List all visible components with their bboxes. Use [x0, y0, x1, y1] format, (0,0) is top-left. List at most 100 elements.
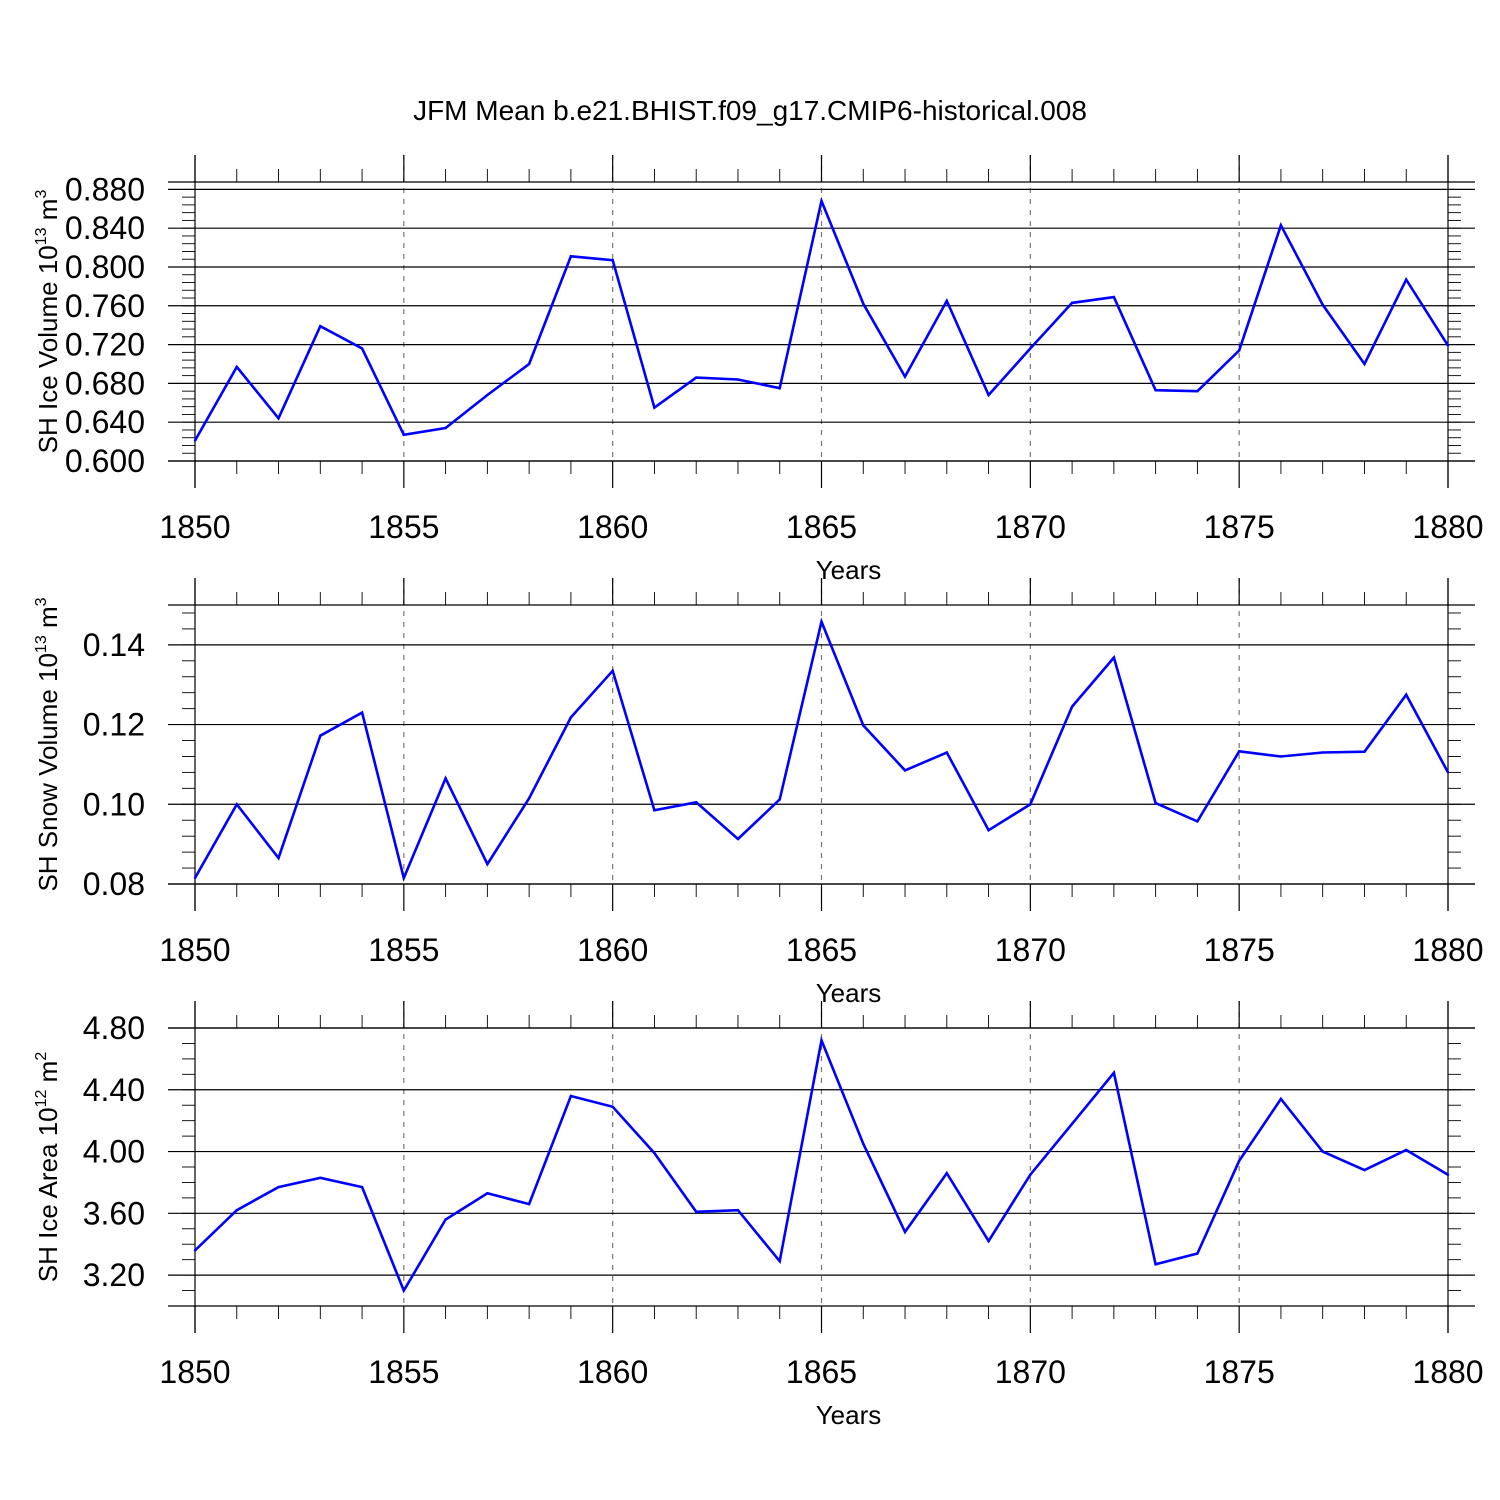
y-tick-label: 0.800	[65, 249, 145, 285]
data-point	[486, 862, 489, 866]
data-point	[1405, 1148, 1408, 1152]
data-point	[820, 620, 823, 623]
data-point	[695, 801, 698, 804]
x-axis-label: Years	[816, 555, 882, 585]
y-tick-label: 3.60	[83, 1195, 145, 1231]
data-point	[319, 1176, 322, 1180]
data-point	[1154, 1263, 1157, 1266]
data-point	[1237, 750, 1241, 753]
data-point	[1237, 1159, 1241, 1163]
data-point	[1070, 301, 1074, 305]
data-point	[945, 1171, 948, 1175]
data-point	[444, 426, 447, 430]
y-tick-label: 0.880	[65, 171, 145, 207]
data-point	[778, 387, 781, 390]
data-point	[736, 378, 740, 381]
data-point	[653, 1151, 656, 1155]
data-point	[277, 417, 280, 420]
y-tick-label: 4.80	[83, 1010, 145, 1046]
x-tick-label: 1880	[1412, 932, 1483, 968]
data-point	[1405, 693, 1408, 696]
x-tick-label: 1850	[159, 1354, 230, 1390]
data-point	[1363, 362, 1366, 366]
data-point	[1363, 750, 1366, 753]
data-point	[486, 393, 489, 397]
data-point	[1070, 1122, 1074, 1125]
data-point	[277, 1185, 280, 1189]
y-tick-label: 4.00	[83, 1134, 145, 1170]
x-axis-label: Years	[816, 978, 882, 1008]
y-tick-label: 0.720	[65, 327, 145, 363]
x-tick-label: 1865	[786, 932, 857, 968]
data-point	[653, 406, 656, 409]
series-line	[193, 617, 1450, 883]
data-point	[862, 1142, 865, 1146]
data-point	[444, 1218, 447, 1221]
data-point	[360, 1185, 364, 1189]
data-point	[1446, 344, 1450, 347]
data-point	[987, 393, 990, 397]
y-tick-label: 0.10	[83, 786, 145, 822]
data-point	[235, 803, 238, 806]
data-point	[360, 347, 364, 350]
x-tick-label: 1855	[368, 509, 439, 545]
y-tick-label: 0.08	[83, 866, 145, 902]
data-point	[319, 324, 322, 328]
x-tick-label: 1880	[1412, 1354, 1483, 1390]
y-tick-label: 0.640	[65, 404, 145, 440]
data-point	[820, 199, 823, 203]
x-tick-label: 1860	[577, 509, 648, 545]
data-point	[862, 724, 865, 727]
x-tick-label: 1875	[1204, 509, 1275, 545]
x-tick-label: 1860	[577, 1354, 648, 1390]
data-point	[820, 1039, 823, 1042]
y-axis-label: SH Ice Area 1012 m2	[33, 1052, 63, 1283]
x-tick-label: 1865	[786, 1354, 857, 1390]
x-tick-label: 1870	[995, 1354, 1066, 1390]
x-axis-label: Years	[816, 1400, 882, 1430]
data-point	[695, 1210, 698, 1213]
data-point	[235, 365, 238, 369]
y-tick-label: 0.680	[65, 365, 145, 401]
data-point	[1070, 705, 1074, 708]
data-point	[1196, 389, 1199, 393]
data-point	[486, 1192, 489, 1195]
data-point	[235, 1209, 238, 1212]
y-tick-label: 0.840	[65, 210, 145, 246]
data-point	[987, 1239, 990, 1243]
y-tick-label: 0.760	[65, 288, 145, 324]
data-point	[1196, 820, 1199, 823]
data-point	[945, 299, 948, 303]
data-point	[736, 1209, 740, 1212]
data-point	[778, 1260, 781, 1263]
data-point	[569, 1094, 573, 1098]
y-tick-label: 4.40	[83, 1072, 145, 1108]
data-point	[193, 1249, 197, 1252]
y-tick-label: 0.600	[65, 443, 145, 479]
data-point	[360, 711, 364, 714]
data-point	[1321, 751, 1324, 754]
data-point	[1154, 801, 1157, 805]
data-point	[1154, 388, 1157, 392]
chart-panel-2: 1850 1855 1860 1865 1870 1875 1880 0.08 0.10 0.12…	[33, 578, 1484, 1008]
data-point	[527, 1202, 531, 1206]
data-point	[862, 302, 865, 306]
data-point	[527, 797, 531, 800]
data-point	[1237, 349, 1241, 352]
data-point	[277, 856, 280, 860]
data-point	[569, 255, 573, 258]
data-point	[1279, 755, 1283, 758]
data-point	[193, 876, 197, 880]
data-point	[778, 798, 781, 801]
data-point	[193, 439, 197, 442]
data-point	[903, 1230, 907, 1234]
data-point	[1446, 771, 1450, 774]
data-point	[1363, 1168, 1366, 1172]
x-tick-label: 1875	[1204, 1354, 1275, 1390]
data-point	[1112, 1071, 1116, 1074]
data-point	[527, 362, 531, 366]
data-point	[402, 433, 406, 437]
data-point	[736, 837, 740, 841]
y-tick-label: 0.14	[83, 627, 145, 663]
